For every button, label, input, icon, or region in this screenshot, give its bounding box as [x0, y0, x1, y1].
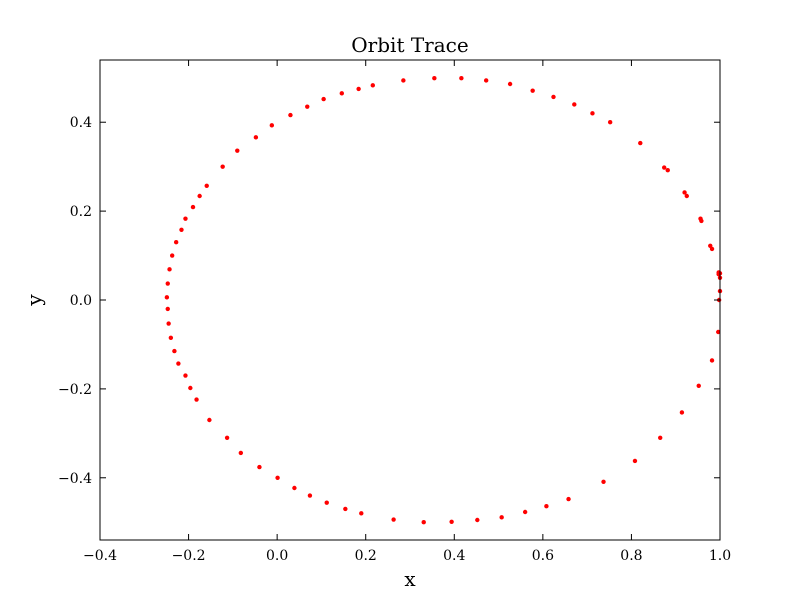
- data-point: [590, 111, 595, 116]
- data-point: [324, 500, 329, 505]
- data-point: [522, 509, 528, 515]
- x-tick-label: −0.2: [172, 548, 206, 564]
- data-point: [165, 281, 170, 286]
- data-point: [253, 135, 259, 140]
- data-point: [483, 78, 489, 83]
- data-point: [709, 358, 715, 363]
- data-point: [169, 253, 175, 258]
- data-point: [662, 165, 667, 170]
- data-point: [339, 91, 344, 96]
- data-point: [356, 86, 361, 92]
- data-point: [238, 450, 244, 456]
- data-point: [343, 506, 348, 512]
- data-point: [607, 120, 613, 125]
- chart-title: Orbit Trace: [351, 33, 468, 57]
- data-point: [544, 504, 549, 509]
- data-point: [179, 227, 184, 232]
- y-tick-label: −0.2: [58, 382, 92, 398]
- data-point: [566, 496, 571, 502]
- data-point: [166, 321, 171, 326]
- data-point: [288, 112, 293, 118]
- data-point: [551, 94, 556, 100]
- data-point: [307, 493, 313, 498]
- data-point: [601, 479, 606, 484]
- data-point: [499, 515, 504, 520]
- data-point: [172, 348, 177, 354]
- data-point: [449, 519, 454, 524]
- plot-frame: [99, 59, 721, 541]
- data-point: [421, 520, 426, 525]
- x-axis-ticks: −0.4 −0.2 0.0 0.2 0.4 0.6 0.8 1.0: [83, 60, 731, 564]
- x-tick-label: −0.4: [83, 548, 117, 564]
- y-axis-label: y: [22, 294, 46, 307]
- data-point: [188, 385, 193, 391]
- x-tick-label: 1.0: [709, 548, 731, 564]
- data-point: [370, 83, 375, 88]
- data-point: [176, 361, 181, 366]
- data-point: [164, 295, 170, 300]
- x-tick-label: 0.0: [266, 548, 288, 564]
- data-point: [190, 204, 196, 210]
- data-point: [709, 246, 715, 252]
- data-point: [682, 190, 687, 195]
- data-point: [684, 193, 689, 199]
- data-point: [220, 164, 225, 169]
- data-point: [224, 435, 230, 440]
- data-point: [572, 102, 577, 107]
- data-point: [292, 485, 297, 491]
- x-tick-label: 0.6: [532, 548, 554, 564]
- data-point: [305, 104, 310, 109]
- data-point: [167, 267, 172, 272]
- data-point: [173, 240, 179, 245]
- data-point: [459, 76, 464, 81]
- data-point: [183, 373, 188, 378]
- data-point: [716, 329, 721, 335]
- data-point: [168, 335, 174, 340]
- data-point: [194, 397, 199, 402]
- data-point: [204, 183, 209, 188]
- x-tick-label: 0.2: [355, 548, 377, 564]
- y-tick-label: 0.4: [70, 115, 92, 131]
- data-point: [275, 475, 280, 480]
- data-point: [321, 96, 326, 102]
- data-point: [257, 464, 262, 470]
- data-point: [197, 193, 202, 199]
- y-axis-ticks: −0.4 −0.2 0.0 0.2 0.4: [58, 115, 720, 487]
- data-point: [679, 410, 685, 415]
- data-point: [207, 417, 212, 423]
- data-point: [235, 148, 240, 153]
- data-point: [638, 140, 643, 146]
- y-tick-label: 0.2: [70, 204, 92, 220]
- y-tick-label: −0.4: [58, 471, 92, 487]
- data-point: [183, 216, 188, 221]
- x-tick-label: 0.8: [620, 548, 642, 564]
- data-point: [696, 383, 701, 388]
- data-point: [432, 76, 437, 81]
- data-point: [507, 81, 513, 87]
- y-tick-label: 0.0: [70, 293, 92, 309]
- data-point: [359, 511, 364, 516]
- x-axis-label: x: [404, 567, 416, 591]
- x-tick-label: 0.4: [443, 548, 465, 564]
- data-point: [632, 458, 638, 464]
- points-layer: [164, 76, 723, 525]
- data-point: [165, 306, 170, 312]
- data-point: [699, 218, 704, 224]
- data-point: [269, 123, 275, 128]
- data-point: [475, 517, 480, 523]
- data-point: [401, 78, 406, 83]
- data-point: [391, 517, 396, 522]
- data-point: [665, 168, 670, 173]
- data-point: [530, 88, 535, 93]
- data-point: [658, 435, 663, 440]
